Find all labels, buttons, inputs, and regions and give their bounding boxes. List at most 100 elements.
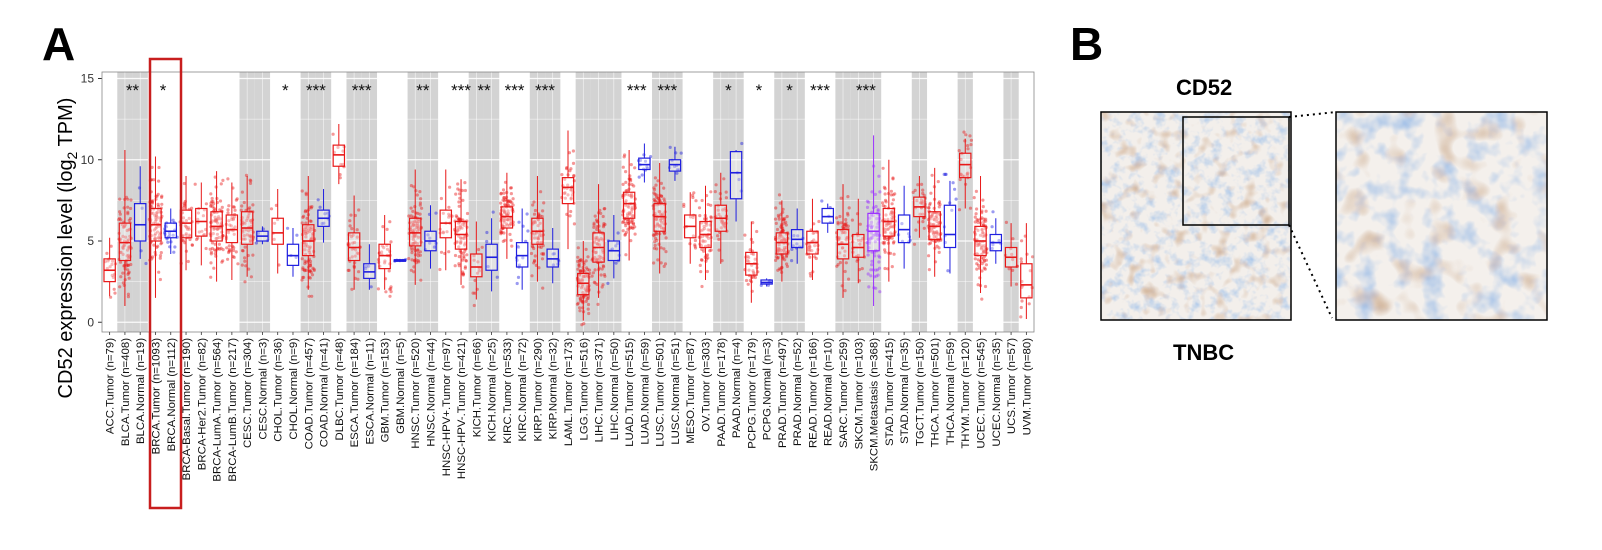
data-point (883, 237, 887, 241)
data-point (983, 234, 987, 238)
data-point (151, 255, 155, 259)
data-point (156, 244, 160, 248)
data-point (233, 208, 237, 212)
box (408, 217, 422, 247)
data-point (657, 209, 661, 214)
data-point (304, 225, 308, 229)
data-point (119, 275, 123, 279)
data-point (567, 151, 572, 155)
data-point (501, 224, 505, 228)
data-point (106, 259, 110, 263)
data-point (869, 237, 873, 241)
data-point (502, 219, 506, 223)
data-point (846, 224, 850, 228)
significance-mark: *** (856, 81, 876, 100)
data-point (502, 196, 506, 200)
x-tick-label: KIRC.Normal (n=72) (517, 338, 529, 442)
data-point (783, 247, 787, 251)
data-point (455, 240, 459, 244)
data-point (154, 213, 159, 217)
data-point (1020, 239, 1024, 243)
data-point (304, 235, 308, 239)
data-point (882, 240, 887, 244)
data-point (847, 277, 851, 281)
data-point (356, 277, 360, 281)
data-point (447, 212, 451, 216)
data-point (629, 179, 633, 183)
data-point (663, 231, 667, 235)
data-point (126, 248, 130, 252)
data-point (784, 223, 788, 227)
data-point (411, 224, 415, 228)
data-point (457, 217, 461, 222)
data-point (167, 231, 171, 235)
data-point (587, 311, 591, 316)
data-point (883, 198, 888, 202)
data-point (168, 233, 172, 238)
data-point (661, 226, 666, 230)
data-point (693, 238, 698, 243)
data-point (214, 237, 218, 241)
data-point (870, 224, 874, 228)
x-tick-label: HNSC-HPV-.Tumor (n=421) (456, 338, 468, 479)
data-point (890, 265, 894, 269)
data-point (578, 259, 582, 263)
data-point (663, 262, 668, 266)
data-point (876, 208, 880, 212)
data-point (502, 191, 506, 195)
data-point (234, 198, 238, 202)
panel-a-label: A (42, 18, 75, 70)
data-point (213, 208, 217, 212)
data-point (308, 259, 313, 263)
data-point (225, 246, 229, 250)
data-point (740, 141, 744, 146)
data-point (126, 205, 130, 209)
data-point (935, 217, 939, 221)
data-point (532, 258, 537, 263)
data-point (416, 218, 420, 222)
data-point (439, 250, 444, 254)
data-point (614, 261, 618, 265)
data-point (660, 194, 664, 198)
data-point (416, 248, 420, 252)
data-point (966, 144, 970, 148)
data-point (152, 228, 156, 232)
data-point (447, 250, 451, 254)
data-point (364, 264, 368, 269)
data-point (890, 209, 894, 213)
x-tick-label: SKCM.Metastasis (n=368) (869, 338, 881, 471)
data-point (920, 200, 924, 205)
data-point (625, 193, 630, 197)
data-point (213, 218, 218, 222)
data-point (122, 243, 126, 247)
data-point (593, 256, 597, 260)
data-point (439, 196, 443, 201)
data-point (218, 217, 222, 221)
data-point (980, 228, 984, 232)
x-tick-label: KIRP.Normal (n=32) (548, 338, 560, 440)
data-point (614, 244, 618, 248)
data-point (981, 205, 985, 209)
data-point (157, 179, 161, 183)
data-point (937, 221, 941, 225)
data-point (197, 230, 201, 234)
data-point (249, 234, 253, 238)
data-point (719, 226, 723, 230)
data-point (211, 200, 215, 204)
data-point (485, 230, 489, 235)
data-point (411, 209, 415, 213)
box (195, 207, 208, 237)
data-point (190, 243, 194, 247)
data-point (982, 220, 986, 224)
data-point (388, 287, 392, 291)
significance-mark: * (756, 81, 763, 100)
data-point (632, 184, 636, 188)
data-point (701, 240, 705, 244)
data-point (868, 239, 872, 243)
data-point (244, 228, 248, 232)
data-point (485, 239, 489, 244)
data-point (874, 231, 879, 236)
data-point (212, 226, 217, 230)
data-point (585, 266, 589, 270)
data-point (438, 267, 442, 272)
